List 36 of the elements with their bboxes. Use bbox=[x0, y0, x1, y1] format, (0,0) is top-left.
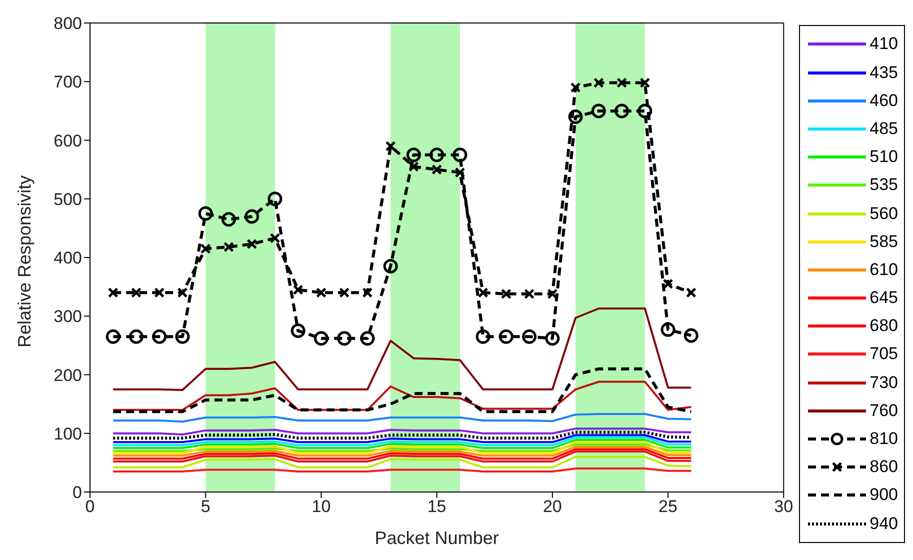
x-axis-title: Packet Number bbox=[374, 528, 499, 548]
legend-label: 810 bbox=[870, 429, 898, 450]
y-tick-label: 500 bbox=[54, 190, 82, 209]
x-tick-label: 25 bbox=[658, 497, 678, 516]
y-tick-label: 700 bbox=[54, 72, 82, 92]
legend-label: 510 bbox=[870, 147, 898, 168]
x-tick-label: 30 bbox=[774, 497, 794, 516]
legend-label: 560 bbox=[870, 204, 898, 224]
y-tick-label: 200 bbox=[54, 366, 82, 385]
y-tick-label: 100 bbox=[54, 424, 82, 444]
legend-label: 645 bbox=[870, 288, 898, 308]
legend-label: 485 bbox=[870, 118, 898, 139]
legend-label: 760 bbox=[870, 400, 898, 421]
legend-label: 410 bbox=[870, 34, 898, 54]
y-tick-label: 0 bbox=[72, 483, 82, 502]
y-tick-label: 300 bbox=[54, 307, 82, 326]
y-axis-title: Relative Responsivity bbox=[14, 175, 34, 348]
legend-label: 705 bbox=[870, 344, 898, 364]
legend-label: 900 bbox=[870, 485, 898, 506]
x-tick-label: 0 bbox=[85, 497, 95, 516]
legend-label: 535 bbox=[870, 175, 898, 196]
y-tick-label: 600 bbox=[54, 131, 82, 150]
x-tick-label: 10 bbox=[312, 497, 331, 516]
legend-label: 940 bbox=[870, 514, 898, 534]
x-tick-label: 20 bbox=[542, 497, 562, 516]
y-tick-label: 400 bbox=[54, 248, 82, 268]
legend-label: 585 bbox=[870, 232, 898, 252]
x-tick-label: 15 bbox=[427, 497, 446, 516]
legend-label: 435 bbox=[870, 62, 898, 83]
legend-label: 680 bbox=[870, 316, 898, 336]
legend-label: 860 bbox=[870, 457, 898, 478]
legend-label: 730 bbox=[870, 372, 898, 393]
legend-label: 610 bbox=[870, 260, 898, 280]
x-tick-label: 5 bbox=[200, 497, 210, 516]
y-tick-label: 800 bbox=[54, 14, 82, 34]
legend-label: 460 bbox=[870, 90, 898, 111]
